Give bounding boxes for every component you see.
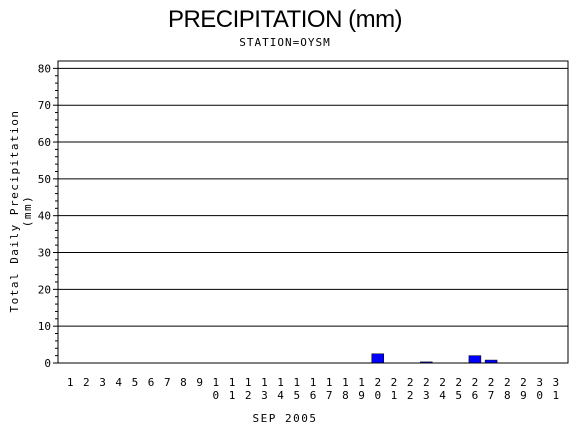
y-tick-label-60: 60 <box>38 136 51 149</box>
x-tick-layer: 1 2 3 4 5 6 7 8 9 1011121314151617181920212223242… <box>67 376 559 402</box>
x-tick-label-13-char0: 1 <box>261 376 268 389</box>
x-tick-label-14-char1: 4 <box>277 389 284 402</box>
grid-layer <box>58 67 568 327</box>
x-tick-label-15-char1: 5 <box>293 389 300 402</box>
x-tick-label-17-char1: 7 <box>326 389 333 402</box>
chart-subtitle: STATION=OYSM <box>239 36 331 49</box>
x-tick-label-19-char0: 1 <box>358 376 365 389</box>
x-tick-label-31-char1: 1 <box>553 389 560 402</box>
x-tick-label-21-char1: 1 <box>391 389 398 402</box>
y-tick-label-0: 0 <box>44 357 51 370</box>
x-tick-label-17-char0: 1 <box>326 376 333 389</box>
x-tick-label-23-char1: 3 <box>423 389 430 402</box>
x-tick-label-27-char1: 7 <box>488 389 495 402</box>
x-tick-label-7-char0: 7 <box>164 376 171 389</box>
x-tick-label-31-char0: 3 <box>553 376 560 389</box>
x-tick-label-6-char0: 6 <box>148 376 155 389</box>
x-tick-label-3-char0: 3 <box>99 376 106 389</box>
y-tick-label-50: 50 <box>38 173 51 186</box>
y-tick-label-40: 40 <box>38 210 51 223</box>
x-tick-label-19-char1: 9 <box>358 389 365 402</box>
x-tick-label-10-char1: 0 <box>213 389 220 402</box>
x-tick-label-25-char1: 5 <box>455 389 462 402</box>
x-tick-label-25-char0: 2 <box>455 376 462 389</box>
x-tick-label-16-char1: 6 <box>310 389 317 402</box>
x-tick-label-16-char0: 1 <box>310 376 317 389</box>
y-tick-label-20: 20 <box>38 283 51 296</box>
bar-day-26 <box>468 355 482 364</box>
x-tick-label-14-char0: 1 <box>277 376 284 389</box>
x-tick-label-11-char0: 1 <box>229 376 236 389</box>
x-tick-label-18-char0: 1 <box>342 376 349 389</box>
x-tick-label-15-char0: 1 <box>293 376 300 389</box>
x-tick-label-30-char0: 3 <box>536 376 543 389</box>
x-tick-label-12-char1: 2 <box>245 389 252 402</box>
x-tick-label-24-char0: 2 <box>439 376 446 389</box>
x-tick-label-30-char1: 0 <box>536 389 543 402</box>
x-tick-label-23-char0: 2 <box>423 376 430 389</box>
x-tick-label-26-char1: 6 <box>472 389 479 402</box>
x-tick-label-5-char0: 5 <box>132 376 139 389</box>
x-tick-label-12-char0: 1 <box>245 376 252 389</box>
x-tick-label-20-char0: 2 <box>374 376 381 389</box>
y-tick-label-10: 10 <box>38 320 51 333</box>
x-tick-label-28-char0: 2 <box>504 376 511 389</box>
x-tick-label-22-char1: 2 <box>407 389 414 402</box>
x-tick-label-20-char1: 0 <box>374 389 381 402</box>
y-tick-label-70: 70 <box>38 99 51 112</box>
x-tick-label-11-char1: 1 <box>229 389 236 402</box>
x-tick-label-9-char0: 9 <box>196 376 203 389</box>
x-tick-label-13-char1: 3 <box>261 389 268 402</box>
x-tick-label-29-char0: 2 <box>520 376 527 389</box>
x-tick-label-21-char0: 2 <box>391 376 398 389</box>
x-axis-label: SEP 2005 <box>252 412 318 425</box>
bar-layer <box>371 353 498 364</box>
x-tick-label-1-char0: 1 <box>67 376 74 389</box>
x-tick-label-8-char0: 8 <box>180 376 187 389</box>
x-tick-label-29-char1: 9 <box>520 389 527 402</box>
x-tick-label-18-char1: 8 <box>342 389 349 402</box>
x-tick-label-27-char0: 2 <box>488 376 495 389</box>
x-tick-label-28-char1: 8 <box>504 389 511 402</box>
x-tick-label-24-char1: 4 <box>439 389 446 402</box>
x-tick-label-2-char0: 2 <box>83 376 90 389</box>
y-tick-label-30: 30 <box>38 247 51 260</box>
x-tick-label-22-char0: 2 <box>407 376 414 389</box>
plot-frame <box>57 60 569 364</box>
y-tick-label-80: 80 <box>38 62 51 75</box>
bar-day-20 <box>371 353 385 364</box>
x-tick-label-10-char0: 1 <box>213 376 220 389</box>
y-tick-layer: 0 10 20 30 40 50 60 70 80 <box>38 62 58 370</box>
x-tick-label-26-char0: 2 <box>472 376 479 389</box>
x-tick-label-4-char0: 4 <box>115 376 122 389</box>
chart-title: PRECIPITATION (mm) <box>167 6 403 33</box>
